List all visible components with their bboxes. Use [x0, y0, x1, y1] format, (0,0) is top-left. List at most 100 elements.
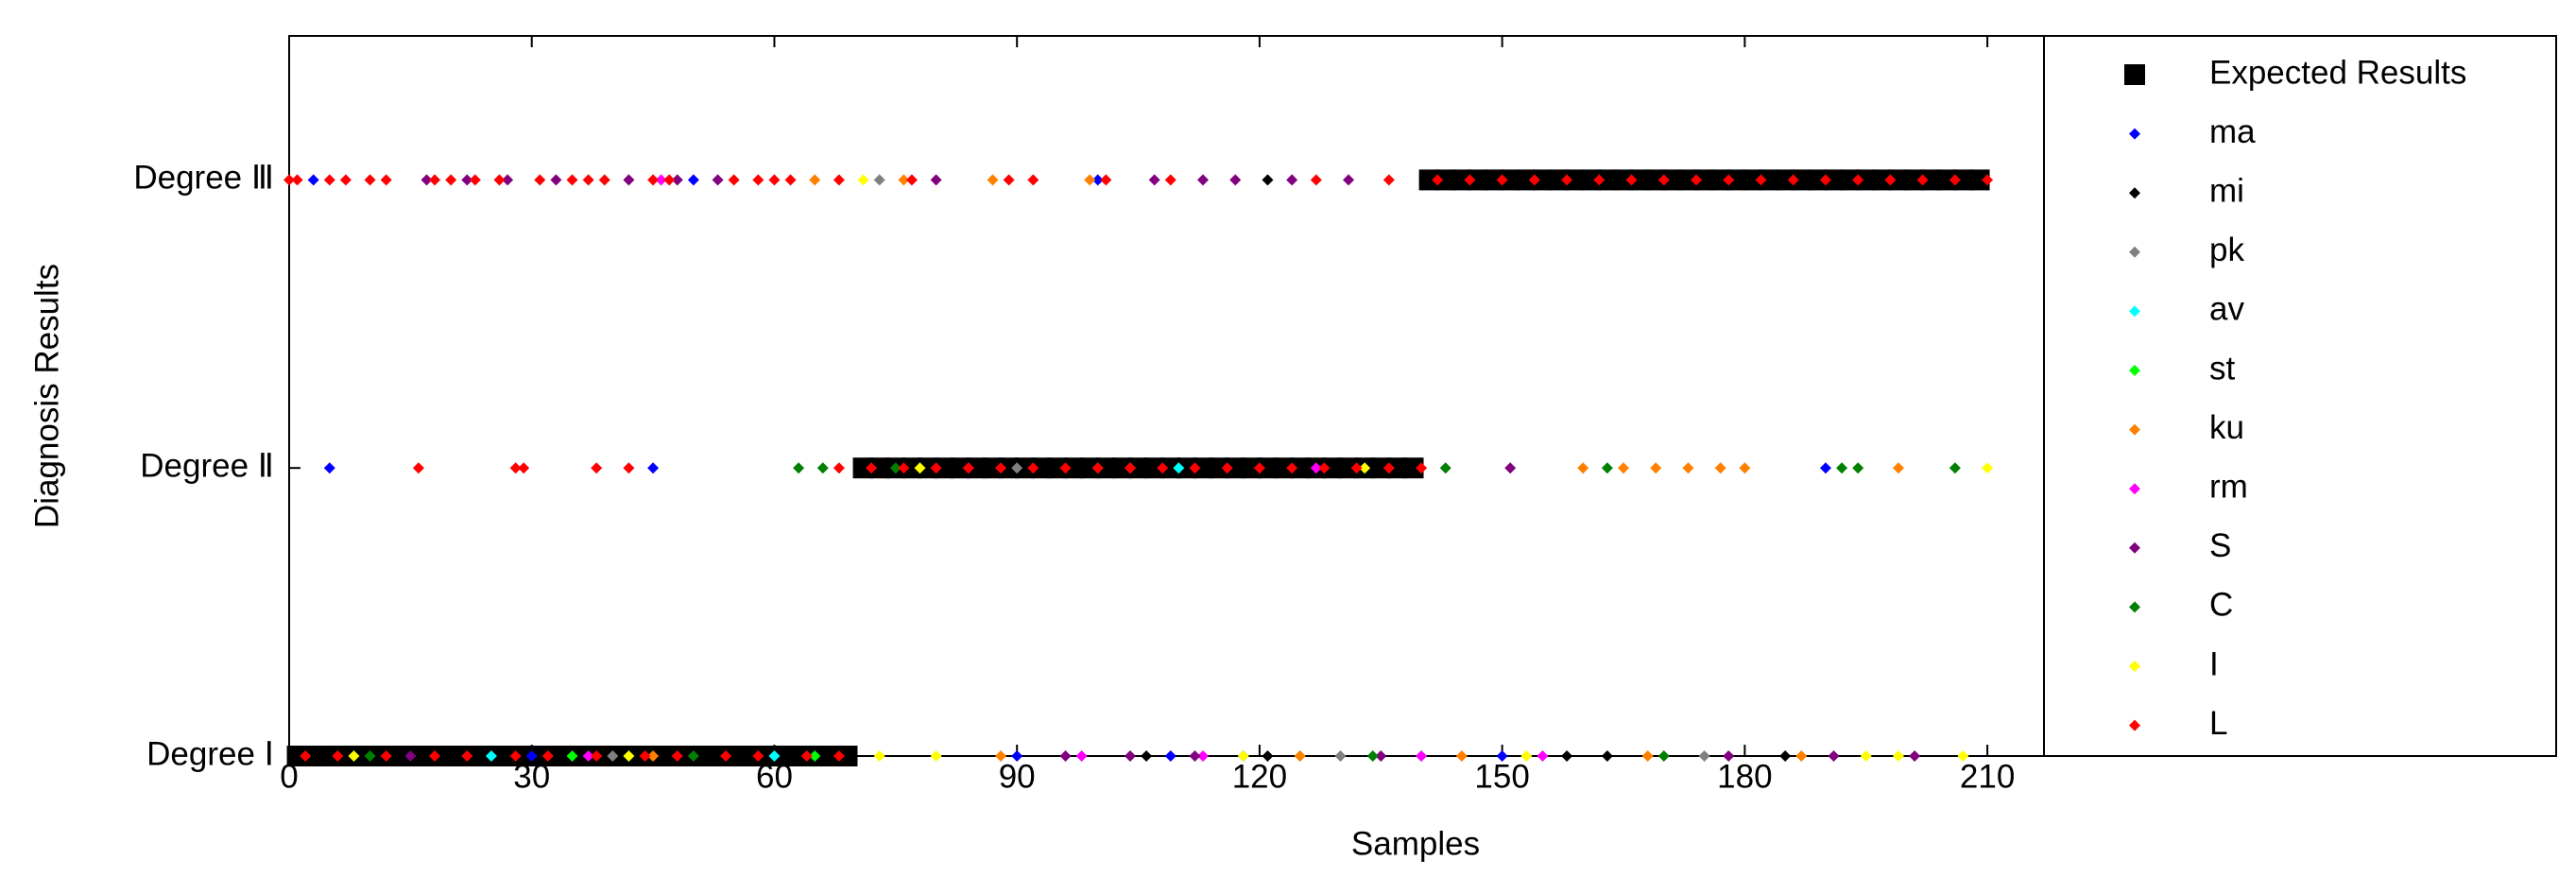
point: [1310, 462, 1322, 474]
point: [1892, 462, 1904, 474]
point: [1467, 169, 1488, 191]
point: [1416, 462, 1428, 474]
point: [1982, 462, 1994, 474]
legend-label: S: [2209, 527, 2231, 564]
legend-marker: [2129, 365, 2140, 376]
point: [659, 746, 680, 766]
point: [1124, 462, 1136, 474]
point: [1350, 462, 1363, 474]
point: [905, 174, 918, 186]
point: [623, 462, 635, 474]
point: [1601, 462, 1613, 474]
point: [1386, 457, 1408, 479]
point: [566, 750, 578, 762]
point: [1819, 462, 1831, 474]
point: [671, 174, 683, 186]
point: [335, 746, 356, 766]
point: [1657, 750, 1670, 762]
point: [820, 746, 842, 766]
point: [1164, 174, 1176, 186]
point: [509, 462, 522, 474]
point: [768, 174, 781, 186]
point: [1564, 169, 1586, 191]
point: [1952, 169, 1974, 191]
point: [421, 174, 433, 186]
y-tick-label: Degree Ⅰ: [146, 735, 274, 772]
point: [647, 462, 660, 474]
point: [429, 750, 441, 762]
point: [950, 457, 971, 479]
point: [416, 746, 438, 766]
point: [889, 462, 902, 474]
point: [591, 750, 603, 762]
point: [1860, 750, 1872, 762]
point: [728, 174, 740, 186]
point: [464, 746, 486, 766]
point: [809, 174, 821, 186]
point: [987, 174, 999, 186]
legend-label: av: [2209, 291, 2244, 328]
point: [1455, 750, 1468, 762]
legend-marker: [2129, 423, 2140, 436]
point: [1682, 462, 1694, 474]
point: [1484, 169, 1505, 191]
legend-marker: [2129, 128, 2140, 140]
x-tick-label: 180: [1717, 758, 1772, 795]
point: [914, 462, 926, 474]
point: [1370, 457, 1392, 479]
legend-marker: [2129, 305, 2140, 318]
point: [318, 746, 340, 766]
point: [1359, 462, 1371, 474]
point: [286, 746, 308, 766]
point: [1892, 750, 1904, 762]
point: [1839, 169, 1861, 191]
point: [384, 746, 405, 766]
point: [772, 746, 794, 766]
point: [610, 746, 631, 766]
point: [1601, 750, 1613, 762]
point: [675, 746, 696, 766]
point: [866, 462, 878, 474]
point: [1795, 750, 1808, 762]
point: [930, 750, 942, 762]
point: [1968, 169, 1990, 191]
point: [918, 457, 939, 479]
point: [582, 174, 594, 186]
point: [404, 750, 417, 762]
point: [509, 750, 522, 762]
point: [1577, 462, 1589, 474]
point: [788, 746, 810, 766]
point: [1343, 174, 1355, 186]
point: [1532, 169, 1554, 191]
legend-label: Expected Results: [2209, 54, 2466, 91]
point: [1904, 169, 1926, 191]
point: [1051, 462, 1063, 474]
x-tick-label: 150: [1474, 758, 1529, 795]
point: [1836, 462, 1848, 474]
point: [671, 750, 683, 762]
point: [800, 750, 813, 762]
point: [1382, 462, 1395, 474]
legend-label: st: [2209, 350, 2236, 387]
point: [1742, 169, 1763, 191]
point: [380, 750, 392, 762]
point: [1726, 169, 1747, 191]
legend-label: mi: [2209, 172, 2244, 209]
point: [930, 174, 942, 186]
point: [1650, 462, 1662, 474]
point: [995, 750, 1007, 762]
point: [784, 174, 797, 186]
point: [1091, 462, 1104, 474]
legend-label: pk: [2209, 232, 2244, 268]
point: [541, 750, 554, 762]
point: [1855, 169, 1877, 191]
point: [380, 174, 392, 186]
point: [1143, 457, 1165, 479]
point: [1698, 750, 1710, 762]
point: [1828, 750, 1840, 762]
point: [529, 746, 551, 766]
point: [639, 750, 651, 762]
point: [445, 174, 457, 186]
point: [998, 457, 1020, 479]
